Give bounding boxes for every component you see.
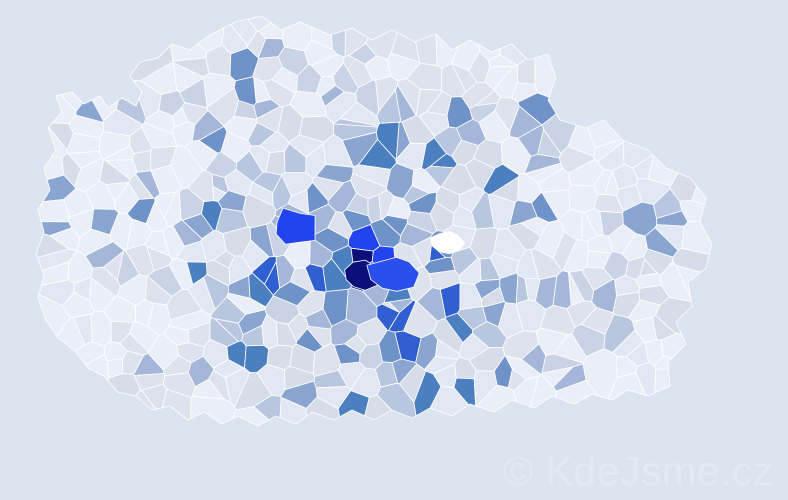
- map-region[interactable]: [593, 169, 613, 195]
- map-region[interactable]: [228, 275, 251, 299]
- map-region[interactable]: [333, 343, 361, 365]
- map-region-white-outlier-district[interactable]: [429, 231, 466, 255]
- map-region[interactable]: [187, 321, 211, 347]
- map-region[interactable]: [364, 394, 392, 421]
- map-region[interactable]: [37, 199, 71, 223]
- map-region[interactable]: [190, 395, 237, 425]
- map-region[interactable]: [327, 211, 353, 240]
- map-region[interactable]: [607, 372, 647, 401]
- watermark-kdejsme: © KdeJsme.cz: [503, 448, 774, 494]
- map-region[interactable]: [232, 406, 270, 427]
- map-region[interactable]: [345, 193, 369, 217]
- region-layer: [35, 15, 713, 427]
- map-region[interactable]: [530, 374, 557, 409]
- map-region[interactable]: [476, 384, 517, 413]
- map-region[interactable]: [654, 368, 671, 394]
- map-region[interactable]: [515, 249, 539, 280]
- map-region[interactable]: [429, 386, 469, 417]
- map-region[interactable]: [147, 264, 183, 297]
- map-region[interactable]: [581, 266, 614, 291]
- map-region[interactable]: [175, 240, 207, 263]
- map-region[interactable]: [251, 256, 277, 285]
- map-region[interactable]: [135, 299, 154, 328]
- map-region[interactable]: [305, 396, 341, 421]
- map-region-near-max-district-a[interactable]: [275, 207, 316, 245]
- map-region-near-max-district-b[interactable]: [366, 256, 420, 292]
- map-region[interactable]: [235, 150, 264, 183]
